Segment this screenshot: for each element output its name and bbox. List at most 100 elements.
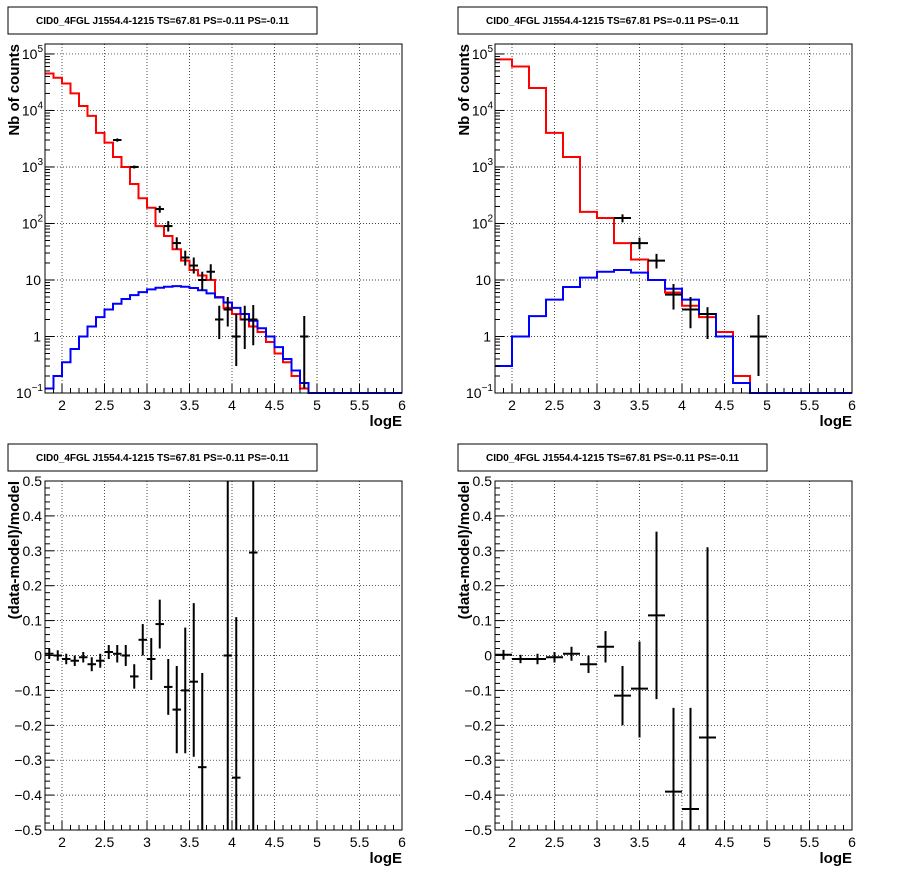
data-point — [147, 638, 156, 680]
data-point — [249, 481, 258, 830]
data-point — [215, 305, 224, 340]
data-point — [648, 253, 665, 269]
y-tick-label: 0.3 — [473, 543, 493, 559]
y-tick-exponent: 4 — [37, 100, 43, 111]
x-tick-label: 4 — [228, 397, 236, 413]
y-tick-label: 103 — [472, 157, 494, 175]
y-tick-label: 104 — [472, 100, 494, 118]
chart-title: CID0_4FGL J1554.4-1215 TS=67.81 PS=-0.11… — [36, 16, 289, 27]
data-point — [104, 645, 113, 659]
x-axis-label: logE — [820, 413, 853, 430]
data-point — [512, 654, 529, 664]
y-axis-label: (data-model)/model — [6, 481, 23, 619]
y-tick-base: 10 — [472, 46, 488, 62]
data-point — [223, 296, 232, 327]
x-tick-label: 3 — [143, 397, 151, 413]
data-point — [614, 665, 631, 726]
x-tick-label: 3 — [143, 834, 151, 850]
chart-bottom-right: 2 2.5 3 3.5 4 4.5 5 5.5 6 −0.5 −0.4 −0.3 −0.2 −0.1 0 0.… — [456, 443, 856, 867]
x-tick-label: 3 — [593, 397, 601, 413]
y-tick-label: 0 — [34, 648, 42, 664]
y-tick-label: 104 — [22, 100, 44, 118]
y-tick-exponent: 4 — [487, 100, 493, 111]
data-point — [750, 315, 767, 376]
y-tick-label: 0.3 — [23, 543, 43, 559]
data-point — [249, 305, 258, 346]
plot-area — [495, 44, 852, 393]
x-tick-label: 4.5 — [265, 397, 285, 413]
y-tick-label: 0.5 — [473, 473, 493, 489]
data-point — [580, 655, 597, 673]
x-tick-label: 4 — [678, 397, 686, 413]
y-axis-label: (data-model)/model — [456, 481, 473, 619]
y-tick-base: 10 — [22, 215, 38, 231]
x-tick-label: 6 — [398, 397, 406, 413]
data-point — [648, 531, 665, 700]
y-tick-label: −0.2 — [464, 717, 492, 733]
x-axis-label: logE — [820, 850, 853, 867]
y-tick-exponent: 5 — [487, 44, 493, 55]
data-point — [206, 264, 215, 280]
y-tick-label: −0.5 — [464, 822, 492, 838]
data-point — [113, 645, 122, 663]
title-box — [457, 443, 768, 472]
data-point — [189, 603, 198, 757]
data-point — [45, 648, 54, 659]
x-tick-label: 5.5 — [350, 834, 370, 850]
y-tick-exponent: 2 — [487, 213, 493, 224]
data-point — [164, 658, 173, 715]
data-point — [699, 547, 716, 830]
y-tick-label: 103 — [22, 157, 44, 175]
y-axis-label: Nb of counts — [6, 44, 23, 136]
y-tick-label: 10 — [25, 272, 41, 288]
data-point — [665, 707, 682, 830]
y-tick-label: 0 — [484, 648, 492, 664]
data-point — [62, 653, 71, 665]
x-tick-label: 2.5 — [545, 397, 565, 413]
data-point — [631, 237, 648, 250]
y-tick-label: 105 — [472, 44, 494, 62]
y-tick-base: 10 — [22, 46, 38, 62]
y-tick-label: 1 — [483, 328, 491, 344]
data-point — [597, 631, 614, 663]
data-point — [682, 707, 699, 830]
chart-top-left: 2 2.5 3 3.5 4 4.5 5 5.5 610−1110102103104105logE… — [6, 6, 406, 430]
y-tick-exponent: 5 — [37, 44, 43, 55]
x-tick-label: 6 — [398, 834, 406, 850]
x-tick-label: 3 — [593, 834, 601, 850]
data-point — [70, 655, 79, 666]
data-point — [546, 652, 563, 663]
data-point — [121, 645, 130, 666]
x-tick-label: 3.5 — [180, 834, 200, 850]
y-tick-exponent: −1 — [482, 383, 494, 394]
data-point — [138, 624, 147, 656]
x-tick-label: 3.5 — [630, 834, 650, 850]
data-point — [155, 205, 164, 213]
data-point — [665, 283, 682, 310]
x-tick-label: 4.5 — [265, 834, 285, 850]
data-point — [172, 237, 181, 250]
y-tick-label: 10−1 — [466, 383, 493, 401]
title-box — [7, 443, 318, 472]
x-tick-label: 4 — [228, 834, 236, 850]
x-tick-label: 6 — [848, 834, 856, 850]
x-tick-label: 5.5 — [800, 397, 820, 413]
data-point — [164, 221, 173, 232]
data-point — [198, 672, 207, 830]
data-point — [189, 257, 198, 274]
data-point — [113, 138, 122, 142]
data-point — [87, 657, 96, 672]
title-box — [7, 6, 318, 35]
y-tick-label: −0.3 — [464, 752, 492, 768]
x-tick-label: 3.5 — [180, 397, 200, 413]
data-point — [130, 664, 139, 689]
y-tick-label: −0.1 — [14, 682, 42, 698]
y-tick-label: 0.2 — [23, 578, 43, 594]
data-point — [155, 599, 164, 649]
y-tick-label: 0.1 — [473, 613, 493, 629]
y-tick-label: 0.1 — [23, 613, 43, 629]
y-tick-label: 0.2 — [473, 578, 493, 594]
y-tick-exponent: 3 — [37, 157, 43, 168]
y-axis-label: Nb of counts — [456, 44, 473, 136]
x-tick-label: 2 — [58, 834, 66, 850]
